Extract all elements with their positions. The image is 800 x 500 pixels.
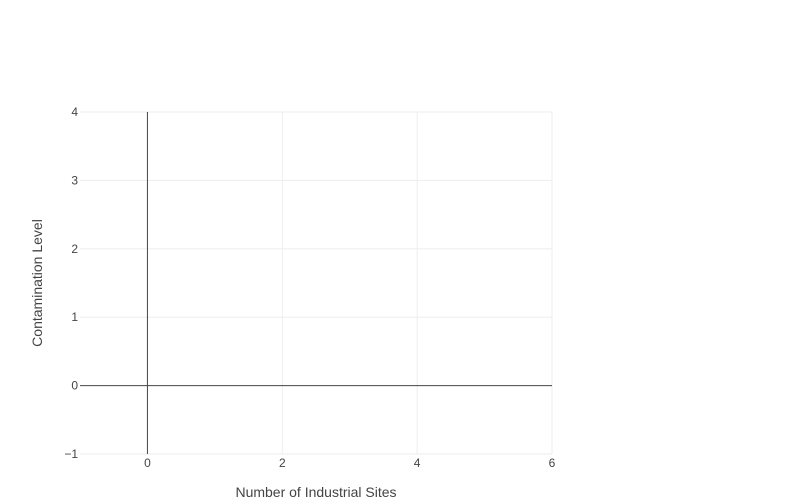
y-tick-label: −1 — [64, 447, 78, 461]
gridlines — [80, 111, 553, 455]
zero-lines — [80, 112, 552, 454]
x-tick-label: 4 — [414, 456, 421, 470]
x-tick-labels: 0 2 4 6 — [144, 456, 556, 470]
x-tick-label: 6 — [549, 456, 556, 470]
y-tick-label: 1 — [71, 310, 78, 324]
y-tick-label: 3 — [71, 173, 78, 187]
y-tick-label: 4 — [71, 105, 78, 119]
x-tick-label: 0 — [144, 456, 151, 470]
y-tick-labels: −1 0 1 2 3 4 — [64, 105, 78, 461]
x-axis-title: Number of Industrial Sites — [235, 484, 396, 500]
y-tick-label: 0 — [71, 379, 78, 393]
x-tick-label: 2 — [279, 456, 286, 470]
y-axis-title: Contamination Level — [29, 219, 45, 347]
y-tick-label: 2 — [71, 242, 78, 256]
